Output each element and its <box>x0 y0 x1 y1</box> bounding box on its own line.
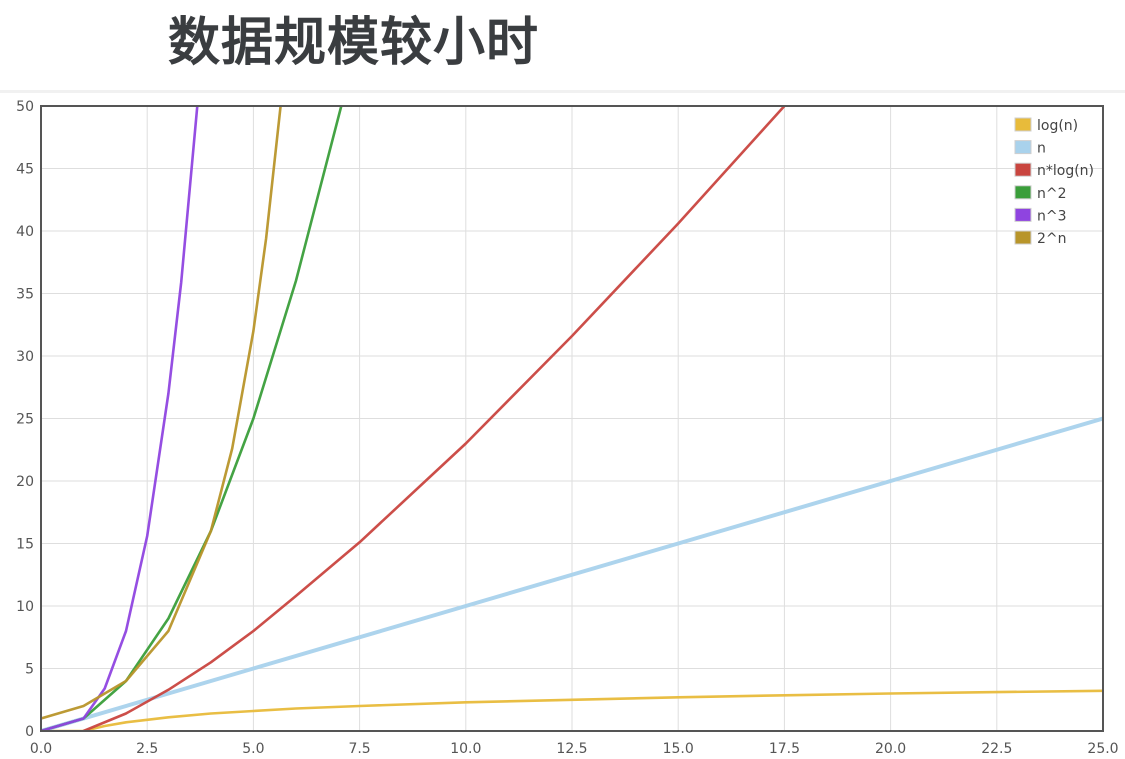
legend-swatch <box>1014 185 1032 200</box>
y-tick-label: 35 <box>16 287 34 303</box>
legend-swatch <box>1014 230 1032 245</box>
legend-swatch <box>1014 162 1032 177</box>
series-lines <box>41 105 1103 732</box>
grid-lines <box>40 105 1104 732</box>
x-tick-label: 5.0 <box>242 741 264 757</box>
x-tick-label: 15.0 <box>663 741 694 757</box>
legend-label: n^2 <box>1037 186 1067 202</box>
x-tick-label: 12.5 <box>556 741 587 757</box>
legend-label: n^3 <box>1037 208 1067 224</box>
axes: 0.0 2.5 5.0 7.5 10.0 12.5 15.0 17.5 20.0 22.5 25.0… <box>16 99 1118 757</box>
legend-label: 2^n <box>1037 231 1067 247</box>
y-tick-label: 5 <box>25 662 34 678</box>
y-tick-label: 15 <box>16 537 34 553</box>
x-tick-label: 10.0 <box>450 741 481 757</box>
legend-label: n*log(n) <box>1037 163 1094 179</box>
y-tick-label: 10 <box>16 599 34 615</box>
slide-title: 数据规模较小时 <box>168 13 540 73</box>
series-line-n-2 <box>41 105 343 732</box>
legend-label: n <box>1037 141 1046 157</box>
y-tick-label: 25 <box>16 412 34 428</box>
x-tick-label: 2.5 <box>136 741 158 757</box>
legend: log(n) n n*log(n) n^2 n^3 2^n <box>1014 117 1094 247</box>
legend-swatch <box>1014 140 1032 155</box>
x-tick-label: 22.5 <box>981 741 1012 757</box>
series-line-n <box>41 416 1103 732</box>
y-tick-label: 50 <box>16 99 34 115</box>
x-tick-label: 25.0 <box>1087 741 1118 757</box>
y-tick-label: 45 <box>16 162 34 178</box>
series-line-n-log-n- <box>82 105 786 732</box>
x-tick-label: 7.5 <box>348 741 370 757</box>
y-tick-label: 20 <box>16 474 34 490</box>
legend-label: log(n) <box>1037 118 1078 134</box>
series-line-log-n- <box>41 689 1103 732</box>
legend-swatch <box>1014 207 1032 222</box>
series-line-n-3 <box>41 105 199 732</box>
x-tick-label: 17.5 <box>769 741 800 757</box>
x-tick-label: 0.0 <box>30 741 52 757</box>
y-tick-label: 0 <box>25 724 34 740</box>
plot-frame <box>40 105 1104 732</box>
y-tick-label: 30 <box>16 349 34 365</box>
x-tick-label: 20.0 <box>875 741 906 757</box>
series-line-2-n <box>41 105 282 720</box>
legend-swatch <box>1014 117 1032 132</box>
y-tick-label: 40 <box>16 224 34 240</box>
title-divider <box>0 90 1125 93</box>
